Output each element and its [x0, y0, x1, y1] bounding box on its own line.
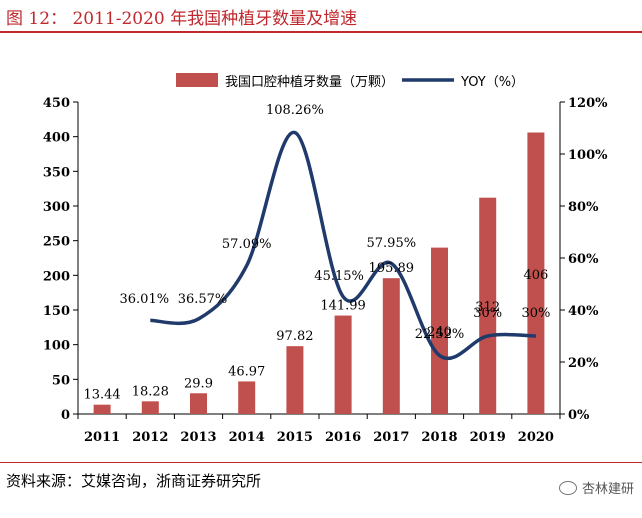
bar	[286, 346, 304, 414]
bar	[141, 401, 159, 414]
y-right-tick-label: 80%	[568, 200, 599, 215]
x-tick-label: 2017	[373, 430, 409, 445]
yoy-value-label: 45.15%	[314, 269, 364, 284]
x-tick-label: 2018	[421, 430, 457, 445]
source-note: 资料来源：艾媒咨询，浙商证券研究所	[6, 472, 262, 490]
y-left-tick-label: 150	[43, 304, 70, 319]
yoy-value-label: 22.52%	[415, 327, 465, 342]
line-series	[150, 130, 536, 361]
x-tick-label: 2015	[277, 430, 313, 445]
bar-value-label: 29.9	[184, 376, 213, 391]
figure-title: 图 12： 2011-2020 年我国种植牙数量及增速	[6, 9, 358, 29]
y-left-tick-label: 450	[43, 96, 70, 111]
y-right-tick-label: 20%	[568, 356, 599, 371]
bar	[190, 393, 207, 414]
x-tick-label: 2011	[84, 430, 120, 445]
bar	[238, 381, 256, 414]
y-left-tick-label: 50	[52, 373, 70, 388]
x-tick-label: 2020	[518, 430, 554, 445]
bar-value-label: 195.89	[369, 261, 415, 276]
bar-value-label: 97.82	[276, 329, 313, 344]
yoy-value-label: 108.26%	[266, 103, 324, 118]
bar	[334, 315, 352, 414]
bar-value-label: 13.44	[83, 388, 120, 403]
legend-bar-swatch	[176, 73, 218, 87]
yoy-line	[150, 130, 536, 361]
y-left-tick-label: 250	[43, 235, 70, 250]
bar	[382, 278, 400, 414]
y-left-tick-label: 300	[43, 200, 70, 215]
y-right-tick-label: 40%	[568, 304, 599, 319]
chart-legend: 我国口腔种植牙数量（万颗） YOY（%）	[176, 73, 524, 90]
bar	[527, 132, 545, 415]
bar-value-label: 141.99	[320, 299, 366, 314]
chart: 我国口腔种植牙数量（万颗） YOY（%） 0 50 100 150 200 250 300 3…	[43, 73, 608, 445]
bar	[431, 247, 448, 414]
y-right-tick-label: 100%	[568, 148, 608, 163]
x-tick-label: 2013	[180, 430, 216, 445]
y-left-tick-label: 100	[43, 339, 70, 354]
y-right-tick-label: 120%	[568, 96, 608, 111]
x-tick-label: 2012	[132, 430, 168, 445]
y-right-tick-label: 0%	[568, 408, 590, 423]
y-right-tick-label: 60%	[568, 252, 599, 267]
watermark-text: 杏林建研	[581, 482, 634, 497]
bottom-divider	[0, 462, 642, 463]
yoy-value-label: 36.57%	[178, 292, 228, 307]
top-divider	[0, 31, 642, 33]
y-left-tick-label: 400	[43, 131, 70, 146]
x-tick-label: 2019	[470, 430, 506, 445]
data-labels: 13.44 18.28 29.9 46.97 97.82 141.99 195.89 240 3…	[83, 103, 550, 403]
legend-bar-label: 我国口腔种植牙数量（万颗）	[225, 75, 394, 90]
bar-value-label: 406	[523, 268, 548, 283]
bar	[479, 197, 497, 414]
yoy-value-label: 36.01%	[120, 292, 170, 307]
wechat-logo-icon	[558, 481, 577, 495]
y-left-tick-label: 0	[61, 408, 70, 423]
bar-series	[93, 132, 545, 415]
yoy-value-label: 57.09%	[222, 237, 272, 252]
yoy-value-label: 30%	[521, 306, 550, 321]
bar-value-label: 46.97	[228, 364, 265, 379]
bar	[93, 404, 111, 414]
y-left-tick-label: 350	[43, 165, 70, 180]
legend-line-label: YOY（%）	[460, 75, 524, 90]
x-tick-label: 2014	[229, 430, 265, 445]
x-tick-label: 2016	[325, 430, 361, 445]
y-left-tick-label: 200	[43, 269, 70, 284]
bar-value-label: 240	[427, 325, 452, 340]
yoy-value-label: 30%	[473, 306, 502, 321]
bar-value-label: 18.28	[132, 384, 169, 399]
bar-value-label: 312	[475, 300, 500, 315]
watermark: 杏林建研	[558, 478, 634, 497]
yoy-value-label: 57.95%	[367, 236, 417, 251]
